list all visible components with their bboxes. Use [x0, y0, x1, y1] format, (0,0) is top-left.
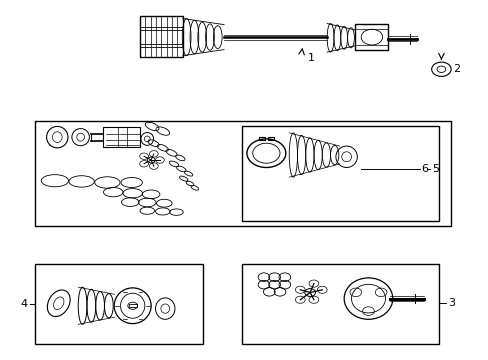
Bar: [140, 17, 183, 57]
Text: 4: 4: [20, 299, 28, 309]
Text: 5: 5: [431, 164, 438, 174]
Bar: [35, 121, 450, 226]
Text: 6: 6: [420, 164, 427, 174]
Bar: [259, 138, 265, 140]
Bar: [242, 126, 438, 221]
Bar: [35, 264, 203, 344]
Bar: [355, 24, 387, 50]
Text: 3: 3: [447, 298, 454, 308]
Text: 2: 2: [453, 64, 460, 74]
Bar: [103, 127, 140, 147]
Bar: [242, 264, 438, 344]
Bar: [128, 304, 136, 307]
Bar: [267, 138, 274, 140]
Text: 1: 1: [307, 53, 314, 63]
